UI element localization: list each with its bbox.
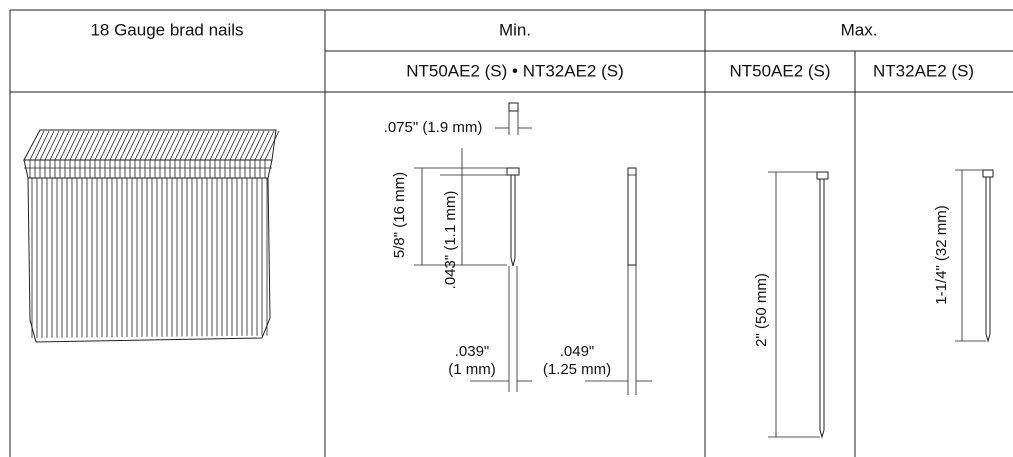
- dimension-label: (1 mm): [448, 361, 496, 378]
- strip-line: [194, 130, 210, 161]
- strip-line: [249, 130, 265, 161]
- dimension-label: .049": [560, 343, 595, 360]
- strip-line: [129, 130, 145, 161]
- strip-line: [204, 130, 220, 161]
- strip-line: [119, 130, 135, 161]
- strip-line: [69, 130, 85, 161]
- header-cell: Max.: [841, 20, 878, 39]
- strip-line: [184, 130, 200, 161]
- strip-line: [34, 130, 50, 161]
- strip-line: [149, 130, 165, 161]
- strip-line: [234, 130, 250, 161]
- strip-line: [84, 130, 100, 161]
- strip-line: [64, 130, 80, 161]
- dimension-label: 5/8" (16 mm): [391, 172, 408, 258]
- strip-line: [49, 130, 65, 161]
- dimension-label: .075" (1.9 mm): [384, 119, 483, 136]
- strip-line: [224, 130, 240, 161]
- strip-line: [29, 130, 45, 161]
- strip-line: [94, 130, 110, 161]
- strip-line: [104, 130, 120, 161]
- strip-line: [264, 130, 280, 161]
- strip-line: [164, 130, 180, 161]
- strip-line: [144, 130, 160, 161]
- strip-line: [124, 130, 140, 161]
- strip-line: [214, 130, 230, 161]
- strip-line: [209, 130, 225, 161]
- strip-line: [174, 130, 190, 161]
- table-grid: [9, 9, 1013, 457]
- strip-line: [74, 130, 90, 161]
- subheader-cell: NT50AE2 (S): [729, 61, 830, 80]
- nail-strip-illustration: [23, 129, 280, 343]
- strip-line: [134, 130, 150, 161]
- dimension-label: .043" (1.1 mm): [442, 191, 459, 290]
- dimension-label: .039": [455, 343, 490, 360]
- strip-line: [109, 130, 125, 161]
- strip-line: [139, 130, 155, 161]
- strip-line: [89, 130, 105, 161]
- strip-line: [219, 130, 235, 161]
- strip-line: [254, 130, 270, 161]
- strip-line: [59, 130, 75, 161]
- header-cell: 18 Gauge brad nails: [90, 20, 243, 39]
- dimension-label: (1.25 mm): [543, 361, 611, 378]
- max-nail-drawing: [955, 169, 994, 343]
- strip-line: [154, 130, 170, 161]
- strip-line: [99, 130, 115, 161]
- header-cell: Min.: [499, 20, 531, 39]
- strip-line: [79, 130, 95, 161]
- strip-line: [244, 130, 260, 161]
- strip-line: [189, 130, 205, 161]
- min-nail-drawing: [414, 102, 532, 392]
- strip-line: [44, 130, 60, 161]
- strip-line: [259, 130, 275, 161]
- dimension-label: 2" (50 mm): [753, 273, 770, 347]
- subheader-cell: NT32AE2 (S): [873, 61, 974, 80]
- strip-line: [159, 130, 175, 161]
- min-nail-side-drawing: [585, 167, 652, 395]
- strip-line: [179, 130, 195, 161]
- strip-line: [239, 130, 255, 161]
- strip-line: [169, 130, 185, 161]
- strip-line: [54, 130, 70, 161]
- max-nail-drawing: [768, 171, 829, 439]
- strip-line: [114, 130, 130, 161]
- strip-line: [39, 130, 55, 161]
- strip-line: [229, 130, 245, 161]
- strip-line: [199, 130, 215, 161]
- subheader-cell: NT50AE2 (S) • NT32AE2 (S): [406, 61, 624, 80]
- dimension-label: 1-1/4" (32 mm): [933, 205, 950, 305]
